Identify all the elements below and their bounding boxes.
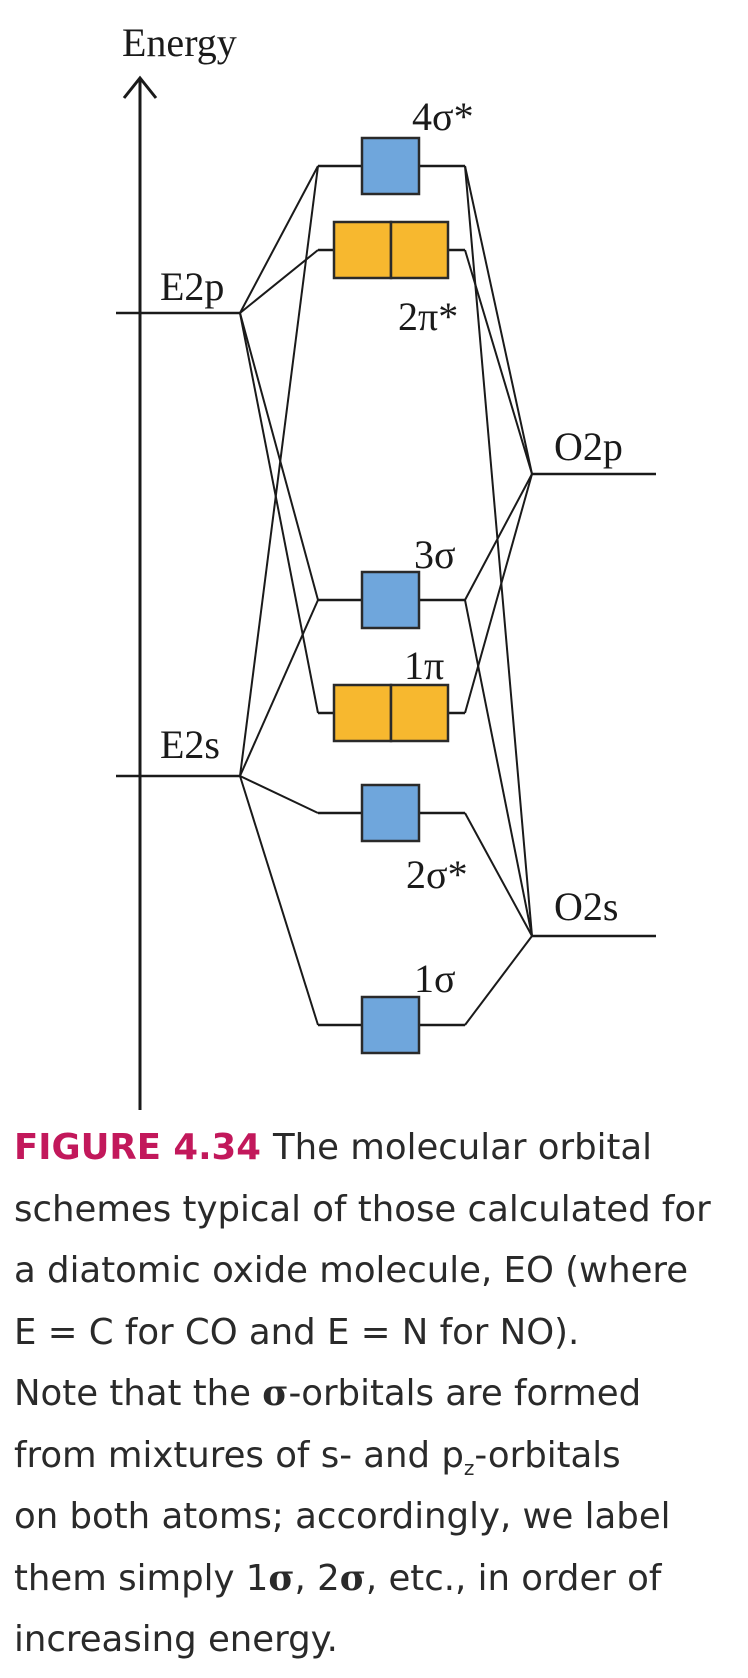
atomic-levels: [116, 311, 656, 938]
label-1sigma: 1σ: [414, 956, 456, 1001]
label-3sigma: 3σ: [414, 532, 456, 577]
corr-line: [239, 775, 319, 814]
caption-line: them simply 1σ, 2σ, etc., in order of: [14, 1548, 744, 1610]
orbital-box-2pi-star-b: [389, 220, 450, 280]
energy-axis-arrow: [122, 75, 158, 99]
corr-line: [464, 812, 533, 937]
caption-text: , etc., in order of: [365, 1557, 662, 1599]
energy-axis: [122, 75, 158, 1110]
correlation-lines: [239, 165, 533, 1026]
caption-text: -orbitals: [474, 1434, 621, 1476]
sigma-symbol: σ: [268, 1557, 295, 1599]
orbital-boxes: [332, 136, 450, 1055]
corr-line: [239, 165, 319, 314]
orbital-box-3sigma: [360, 570, 421, 630]
energy-axis-label: Energy: [122, 20, 237, 65]
orbital-box-2pi-star-a: [332, 220, 393, 280]
corr-line: [464, 935, 533, 1026]
caption-text: The molecular orbital: [272, 1127, 653, 1168]
caption-line: on both atoms; accordingly, we label: [14, 1496, 671, 1537]
e2s-label: E2s: [160, 722, 220, 767]
corr-line: [239, 312, 319, 714]
corr-line: [464, 473, 533, 714]
caption-text: them simply 1: [14, 1557, 269, 1599]
corr-line: [464, 599, 533, 937]
figure-label: FIGURE 4.34: [14, 1127, 261, 1168]
caption-line: from mixtures of s- and pz-orbitals: [14, 1425, 744, 1487]
caption-line: schemes typical of those calculated for: [14, 1188, 711, 1230]
corr-line: [464, 473, 533, 601]
caption-line: E = C for CO and E = N for NO).: [14, 1311, 580, 1353]
orbital-box-4sigma-star: [360, 136, 421, 196]
caption-line: increasing energy.: [14, 1619, 338, 1660]
label-1pi: 1π: [404, 643, 444, 688]
corr-line: [239, 165, 319, 777]
o2p-label: O2p: [554, 424, 623, 469]
caption-text: from mixtures of s- and p: [14, 1434, 464, 1476]
caption-line: a diatomic oxide molecule, EO (where: [14, 1250, 689, 1291]
corr-line: [239, 312, 319, 601]
label-4sigma-star: 4σ*: [412, 94, 474, 139]
caption-text: , 2: [294, 1557, 340, 1599]
corr-line: [464, 165, 533, 475]
corr-line: [239, 599, 319, 777]
orbital-box-1pi-a: [332, 683, 393, 743]
sigma-symbol: σ: [262, 1373, 289, 1414]
o2s-label: O2s: [554, 884, 618, 929]
mo-diagram: Energy E2p E2s O2p O2s: [116, 20, 656, 1110]
caption-line: FIGURE 4.34 The molecular orbital: [14, 1117, 744, 1179]
label-2sigma-star: 2σ*: [406, 852, 468, 897]
orbital-box-1pi-b: [389, 683, 450, 743]
e2p-label: E2p: [160, 264, 224, 309]
corr-line: [239, 775, 319, 1026]
subscript-z: z: [463, 1455, 475, 1480]
caption-line: Note that the σ-orbitals are formed: [14, 1363, 744, 1425]
sigma-symbol: σ: [339, 1557, 366, 1599]
label-2pi-star: 2π*: [398, 294, 458, 339]
orbital-box-2sigma-star: [360, 783, 421, 843]
caption-text: Note that the: [14, 1373, 263, 1414]
orbital-box-1sigma: [360, 995, 421, 1055]
corr-line: [464, 165, 533, 937]
figure-caption: FIGURE 4.34 The molecular orbital schemes…: [14, 1117, 744, 1671]
caption-text: -orbitals are formed: [288, 1373, 642, 1414]
